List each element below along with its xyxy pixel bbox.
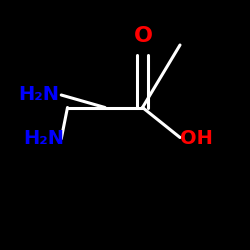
Text: H₂N: H₂N <box>18 86 59 104</box>
Text: O: O <box>134 26 153 46</box>
Text: H₂N: H₂N <box>23 129 64 148</box>
Text: OH: OH <box>180 129 213 148</box>
